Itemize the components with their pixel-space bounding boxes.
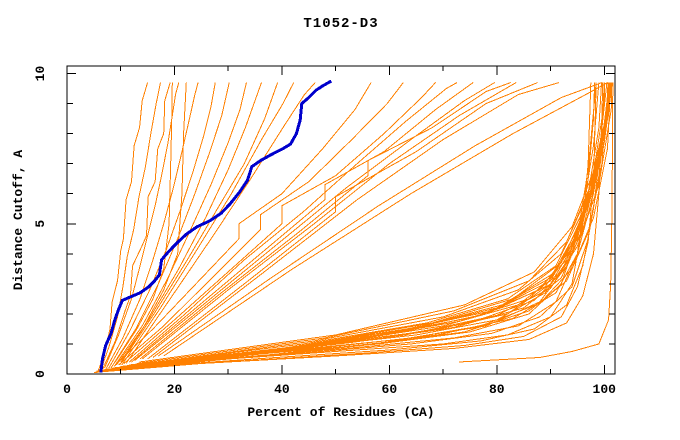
model-curve	[459, 82, 614, 363]
model-curve	[104, 82, 180, 369]
model-curve	[123, 82, 436, 364]
x-tick-label: 80	[489, 382, 505, 397]
model-curve	[131, 82, 474, 363]
y-tick-label: 0	[33, 370, 48, 378]
model-curve	[118, 82, 404, 366]
model-curve	[97, 82, 149, 372]
y-tick-label: 10	[33, 66, 48, 82]
model-curve	[134, 82, 495, 361]
model-curve	[120, 82, 187, 363]
y-tick-label: 5	[33, 220, 48, 228]
model-curve	[139, 82, 511, 360]
model-curve	[147, 82, 538, 360]
model-curve	[96, 82, 596, 372]
model-curve	[100, 82, 605, 372]
model-curve	[105, 82, 609, 372]
x-tick-label: 20	[167, 382, 183, 397]
plot-frame	[66, 65, 616, 375]
x-tick-label: 60	[382, 382, 398, 397]
chart-title: T1052-D3	[303, 16, 378, 32]
y-axis-label: Distance Cutoff, A	[11, 150, 26, 291]
model-curve	[141, 82, 517, 360]
model-curve	[108, 82, 613, 370]
model-curve	[115, 82, 611, 369]
x-tick-label: 40	[274, 382, 290, 397]
model-curve	[114, 82, 173, 363]
x-axis-label: Percent of Residues (CA)	[247, 405, 434, 420]
model-curve	[109, 82, 608, 370]
model-curve	[108, 82, 216, 369]
model-curve	[158, 82, 603, 357]
model-curve	[103, 82, 612, 372]
highlighted-model-curve	[99, 79, 333, 373]
model-curve	[128, 82, 458, 363]
model-curve	[163, 82, 608, 357]
model-curve	[110, 82, 230, 369]
model-curve	[113, 82, 247, 367]
model-curve	[116, 82, 262, 366]
x-tick-label: 0	[63, 382, 71, 397]
model-curve	[102, 82, 171, 370]
model-curve	[107, 82, 605, 370]
model-curve	[152, 82, 560, 358]
model-curve	[115, 82, 372, 366]
model-curve	[125, 82, 316, 364]
model-curve	[119, 82, 279, 366]
x-tick-label: 100	[593, 382, 617, 397]
model-curve	[99, 82, 161, 372]
model-curve	[121, 82, 295, 366]
model-curve	[105, 82, 199, 370]
plot-area: 0 20 40 60 80 100 0 5 10	[33, 65, 617, 397]
model-curve	[139, 82, 613, 363]
